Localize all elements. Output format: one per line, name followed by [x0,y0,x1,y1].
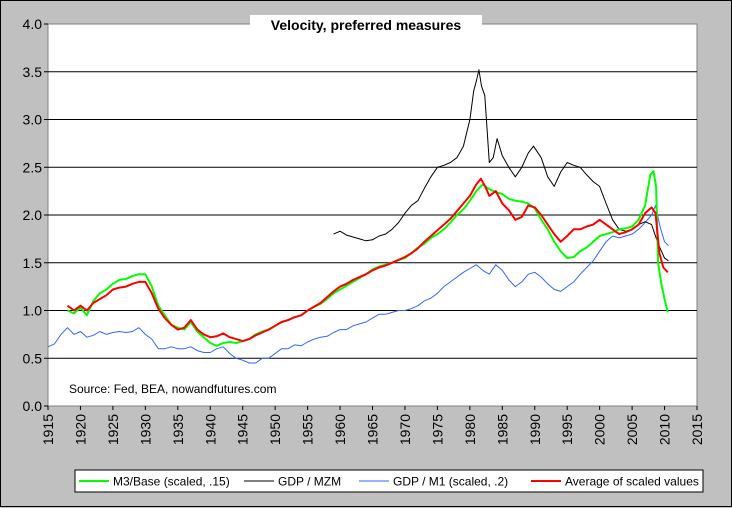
y-tick-label: 3.5 [23,64,43,80]
x-tick-label: 1935 [170,414,186,445]
series-lines [47,69,669,364]
chart-title: Velocity, preferred measures [271,17,462,33]
x-tick-label: 1915 [40,414,56,445]
x-axis-tick-labels: 1915 1920 1925 1930 1935 1940 1945 1950 1955 1960… [40,406,705,445]
x-tick-label: 1995 [559,414,575,445]
series-line-2 [47,204,669,364]
y-tick-label: 0.0 [23,398,43,414]
y-tick-label: 4.0 [23,16,43,32]
legend: M3/Base (scaled, .15) GDP / MZM GDP / M1 (… [74,469,704,493]
legend-label-2: GDP / M1 (scaled, .2) [393,475,508,489]
x-tick-label: 1930 [137,414,153,445]
series-line-1 [333,69,669,262]
y-tick-label: 1.0 [23,303,43,319]
legend-label-1: GDP / MZM [278,475,341,489]
x-tick-label: 1975 [429,414,445,445]
x-tick-label: 1980 [462,414,478,445]
x-tick-label: 2010 [657,414,673,445]
x-tick-label: 1940 [202,414,218,445]
x-tick-label: 1950 [267,414,283,445]
x-tick-label: 1955 [300,414,316,445]
x-tick-label: 1920 [72,414,88,445]
x-tick-label: 1970 [397,414,413,445]
legend-label-0: M3/Base (scaled, .15) [113,475,230,489]
y-tick-label: 3.0 [23,112,43,128]
y-tick-label: 0.5 [23,350,43,366]
title-box [250,15,482,35]
x-tick-label: 1960 [332,414,348,445]
x-tick-label: 1945 [235,414,251,445]
x-tick-label: 2015 [689,414,705,445]
y-tick-label: 1.5 [23,255,43,271]
x-tick-label: 1985 [494,414,510,445]
x-tick-label: 2005 [624,414,640,445]
x-tick-label: 1965 [365,414,381,445]
y-axis-tick-labels: 0.0 0.5 1.0 1.5 2.0 2.5 3.0 3.5 4.0 [23,16,48,414]
x-tick-label: 1925 [105,414,121,445]
legend-label-3: Average of scaled values [565,475,699,489]
series-line-3 [66,177,669,343]
source-note: Source: Fed, BEA, nowandfutures.com [69,382,276,396]
y-tick-label: 2.5 [23,159,43,175]
gridlines [48,71,697,359]
x-tick-label: 1990 [527,414,543,445]
x-tick-label: 2000 [592,414,608,445]
y-tick-label: 2.0 [23,207,43,223]
